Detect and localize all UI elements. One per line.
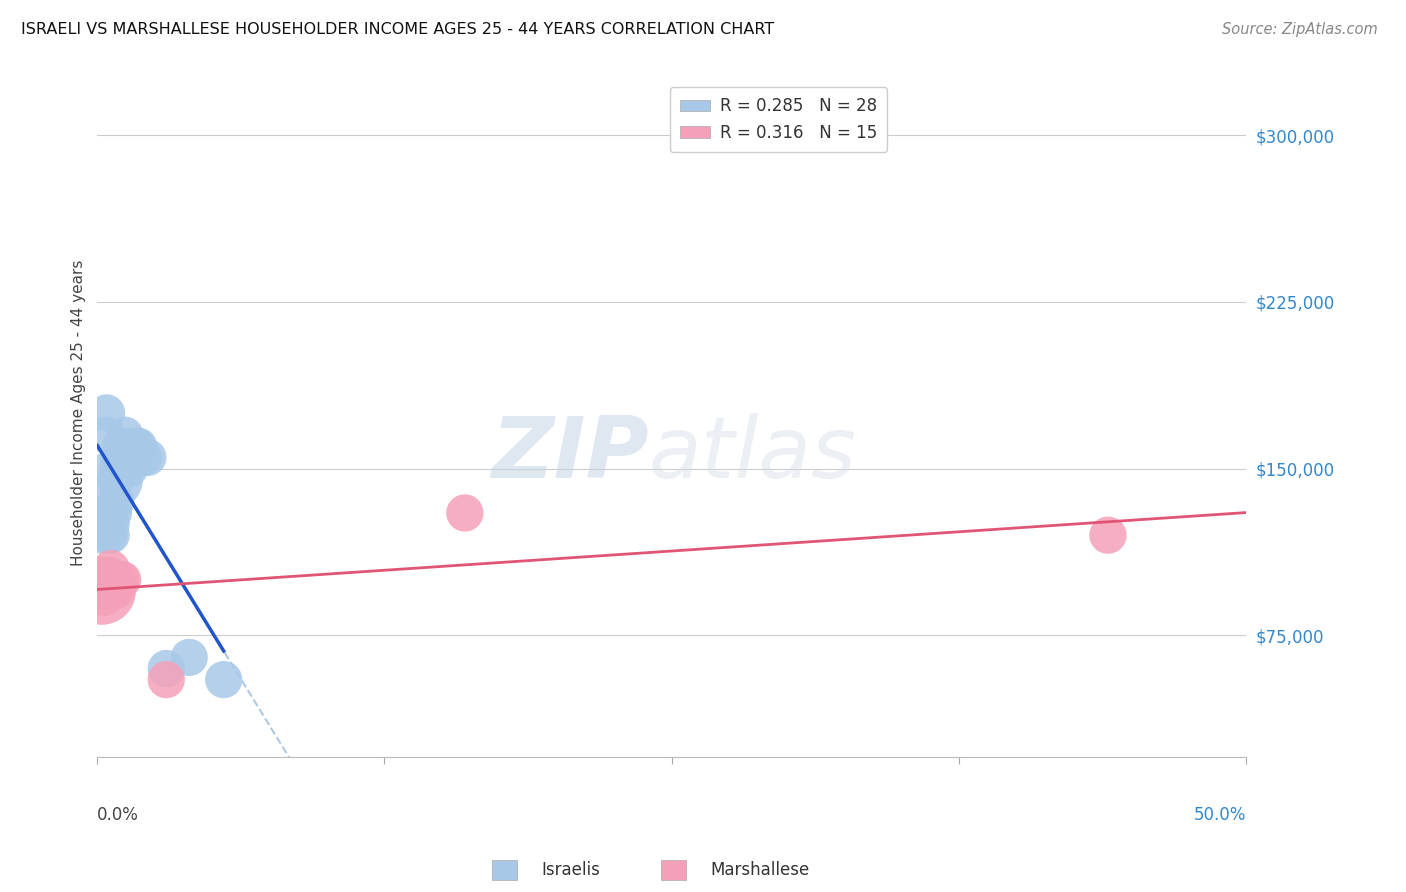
Text: 50.0%: 50.0% bbox=[1194, 805, 1246, 823]
Text: Source: ZipAtlas.com: Source: ZipAtlas.com bbox=[1222, 22, 1378, 37]
Point bbox=[104, 583, 127, 598]
Point bbox=[115, 450, 138, 465]
Text: ISRAELI VS MARSHALLESE HOUSEHOLDER INCOME AGES 25 - 44 YEARS CORRELATION CHART: ISRAELI VS MARSHALLESE HOUSEHOLDER INCOM… bbox=[21, 22, 775, 37]
Point bbox=[110, 450, 132, 465]
Point bbox=[121, 450, 143, 465]
Point bbox=[103, 506, 125, 520]
Point bbox=[97, 573, 120, 587]
Point bbox=[96, 577, 118, 591]
Point bbox=[100, 517, 122, 532]
Point bbox=[122, 439, 145, 453]
Point bbox=[136, 450, 159, 465]
Point bbox=[93, 591, 115, 605]
Point bbox=[93, 517, 115, 532]
Point bbox=[91, 528, 114, 542]
Point bbox=[111, 439, 134, 453]
Point bbox=[100, 561, 122, 575]
Point bbox=[97, 528, 120, 542]
Point bbox=[107, 461, 129, 475]
Point bbox=[96, 406, 118, 420]
Point bbox=[103, 473, 125, 487]
Point bbox=[104, 495, 127, 509]
Point bbox=[179, 650, 201, 665]
Point bbox=[100, 528, 122, 542]
Point bbox=[96, 428, 118, 442]
Y-axis label: Householder Income Ages 25 - 44 years: Householder Income Ages 25 - 44 years bbox=[72, 260, 86, 566]
Point bbox=[97, 568, 120, 582]
Text: atlas: atlas bbox=[648, 413, 856, 496]
Point bbox=[212, 673, 235, 687]
Point bbox=[128, 439, 150, 453]
Point bbox=[110, 439, 132, 453]
Point bbox=[100, 583, 122, 598]
Point bbox=[125, 439, 148, 453]
Point bbox=[96, 583, 118, 598]
Point bbox=[110, 573, 132, 587]
Text: 0.0%: 0.0% bbox=[97, 805, 139, 823]
Text: Marshallese: Marshallese bbox=[710, 861, 810, 879]
Legend: R = 0.285   N = 28, R = 0.316   N = 15: R = 0.285 N = 28, R = 0.316 N = 15 bbox=[669, 87, 887, 152]
Point bbox=[103, 573, 125, 587]
Point bbox=[118, 461, 141, 475]
Point bbox=[104, 473, 127, 487]
Point bbox=[114, 428, 136, 442]
Point bbox=[111, 573, 134, 587]
Point bbox=[155, 673, 177, 687]
Point bbox=[132, 450, 155, 465]
Text: Israelis: Israelis bbox=[541, 861, 600, 879]
Point bbox=[155, 661, 177, 675]
Point bbox=[1097, 528, 1119, 542]
Point bbox=[454, 506, 477, 520]
Text: ZIP: ZIP bbox=[491, 413, 648, 496]
Point bbox=[97, 506, 120, 520]
Point bbox=[91, 583, 114, 598]
